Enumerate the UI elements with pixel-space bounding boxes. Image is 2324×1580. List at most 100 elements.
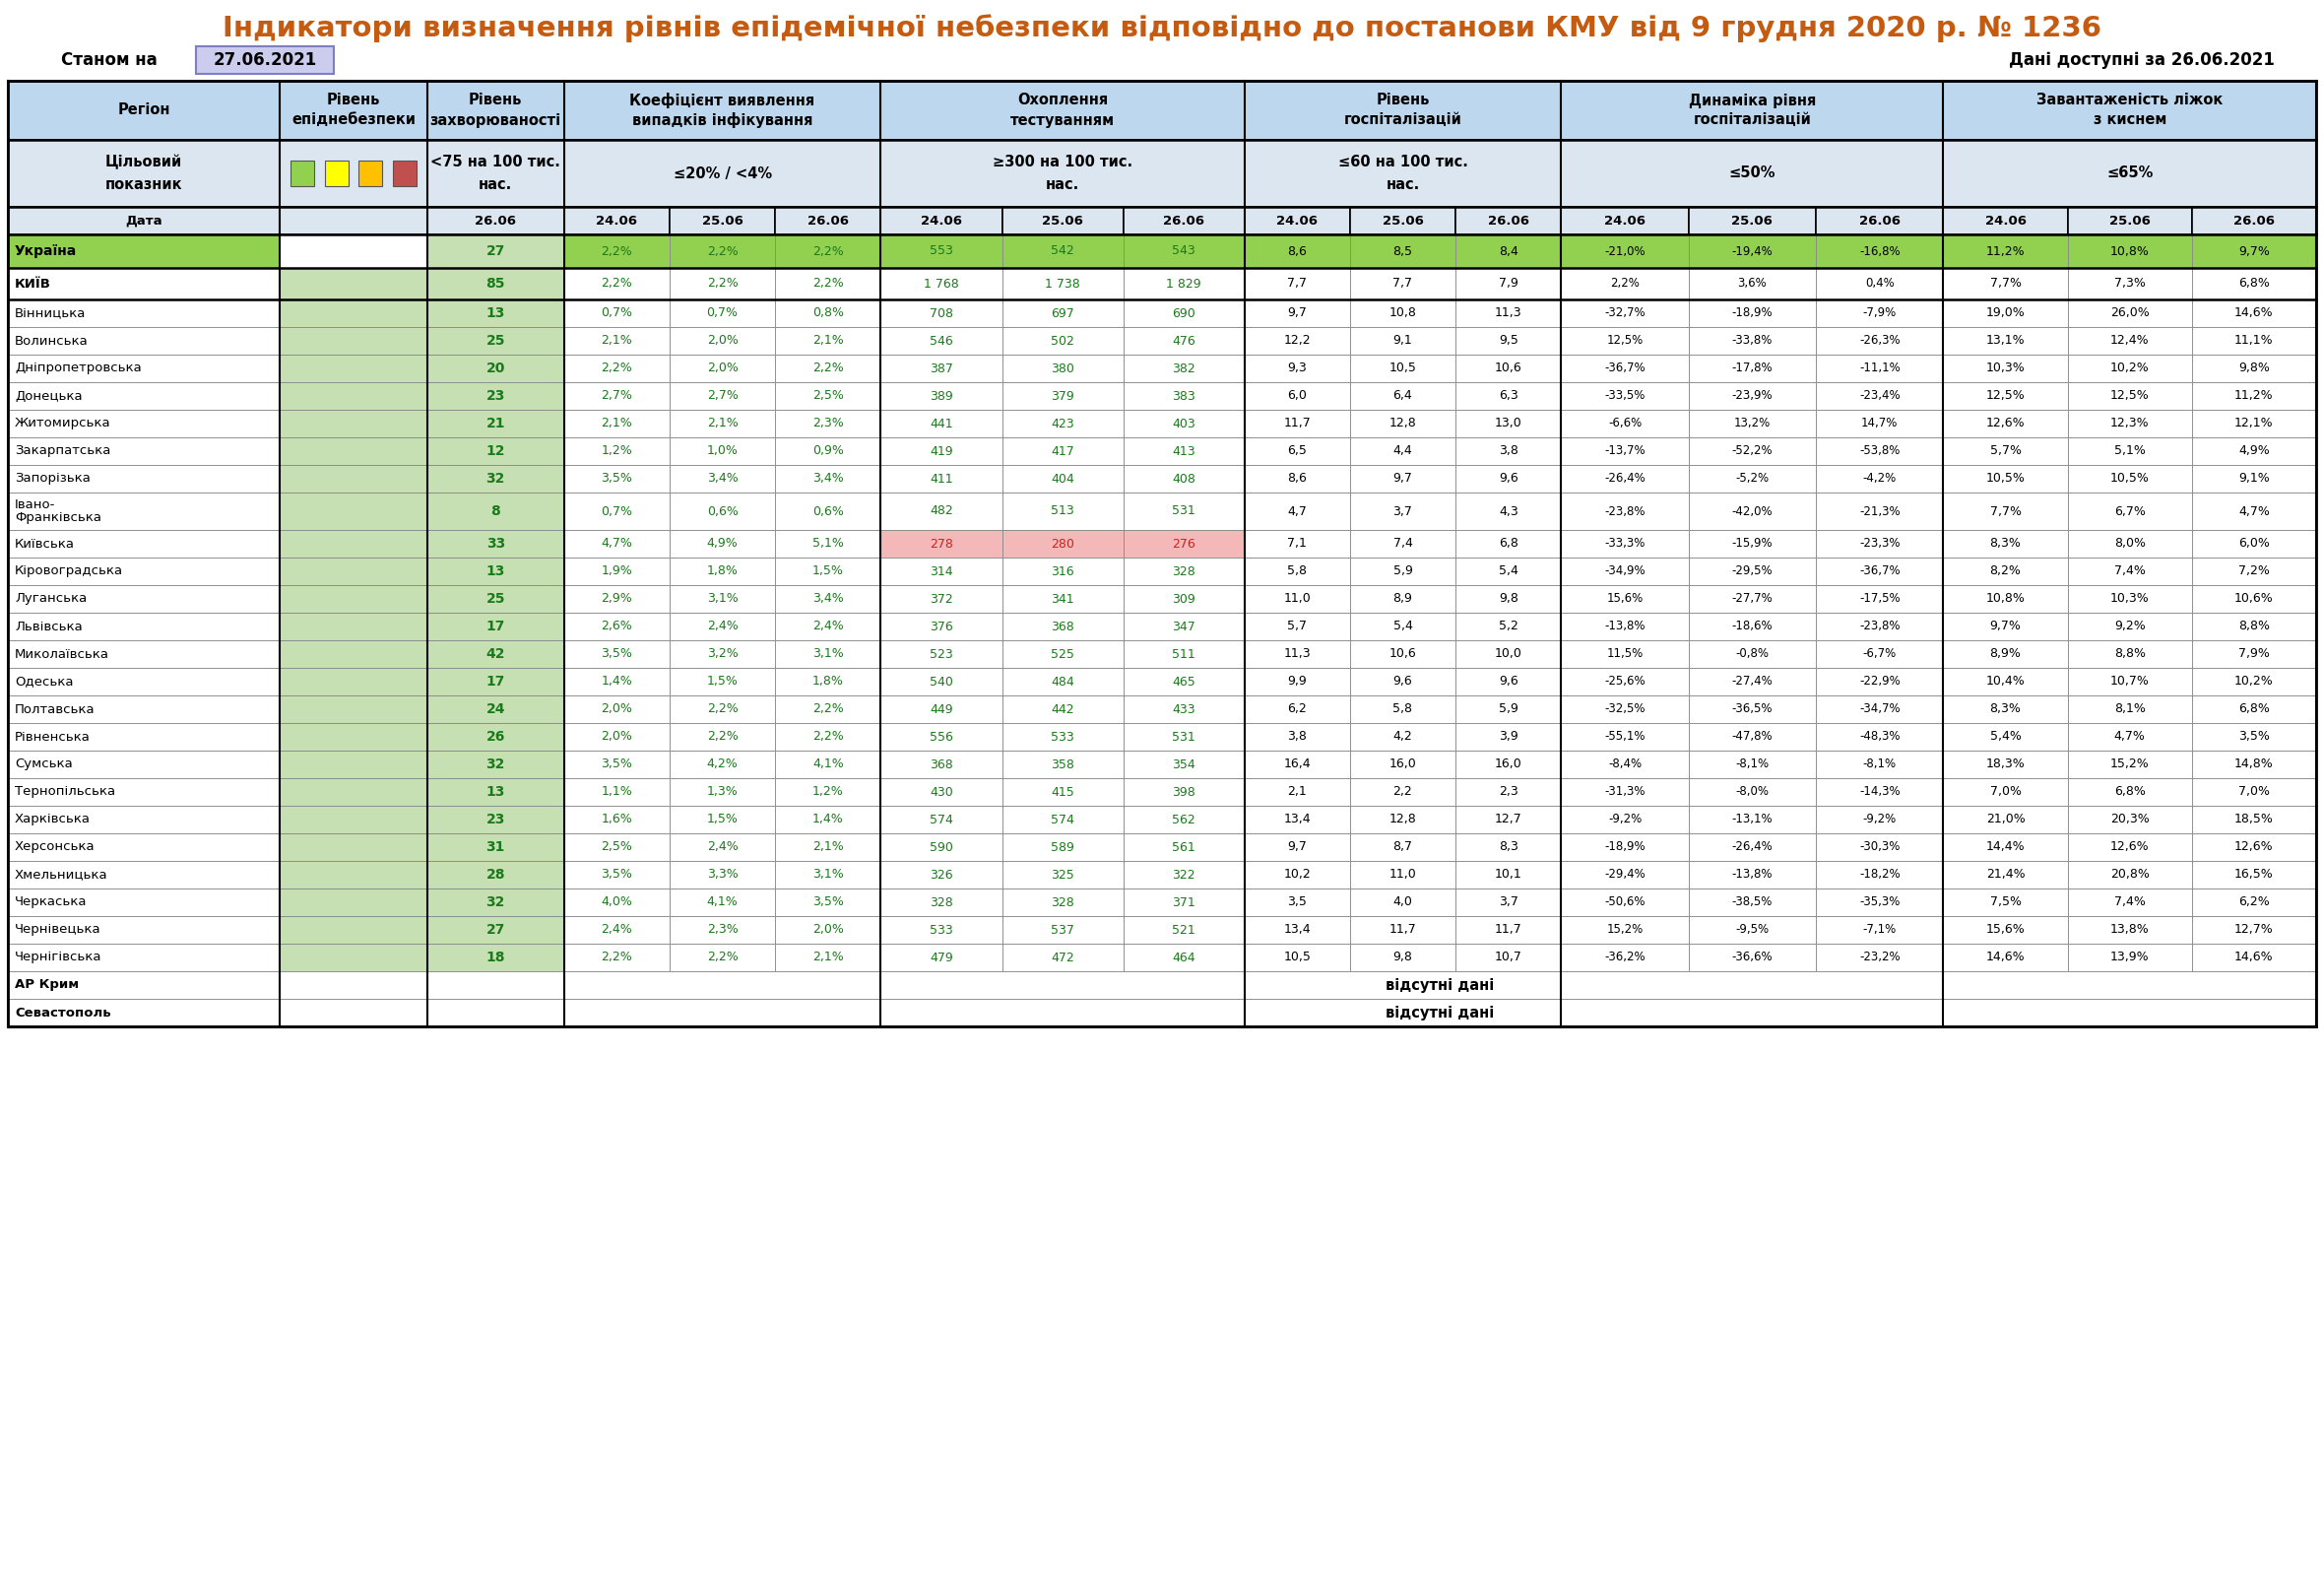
Bar — [428, 141, 565, 207]
Text: Завантаженість ліжок: Завантаженість ліжок — [2036, 93, 2222, 107]
Text: 3,3%: 3,3% — [706, 869, 739, 882]
Bar — [1455, 724, 1562, 750]
Bar — [279, 943, 428, 972]
Bar — [565, 888, 669, 916]
Bar — [881, 409, 1002, 438]
Bar — [565, 779, 669, 806]
Bar — [669, 300, 776, 327]
Bar — [1350, 695, 1455, 724]
Text: 708: 708 — [930, 307, 953, 319]
Text: 531: 531 — [1171, 730, 1195, 743]
Bar — [1562, 382, 1690, 409]
Text: 25: 25 — [486, 333, 504, 348]
Text: 25: 25 — [486, 592, 504, 605]
Bar — [1690, 888, 1815, 916]
Bar — [1122, 806, 1243, 833]
Text: -36,2%: -36,2% — [1604, 951, 1645, 964]
Bar — [1350, 833, 1455, 861]
Text: 17: 17 — [486, 619, 504, 634]
Text: 574: 574 — [930, 814, 953, 826]
Bar — [2192, 354, 2317, 382]
Text: -13,8%: -13,8% — [1604, 619, 1645, 634]
Bar — [669, 465, 776, 493]
Bar — [1455, 861, 1562, 888]
Bar — [1243, 779, 1350, 806]
Text: 10,7: 10,7 — [1494, 951, 1522, 964]
Text: 14,4%: 14,4% — [1987, 841, 2024, 853]
Text: 12,5%: 12,5% — [1606, 335, 1643, 348]
Bar — [279, 300, 428, 327]
Bar — [1690, 529, 1815, 558]
Text: 4,7: 4,7 — [1287, 506, 1306, 518]
Text: 6,0%: 6,0% — [2238, 537, 2271, 550]
Text: 0,7%: 0,7% — [706, 307, 739, 319]
Bar — [7, 916, 279, 943]
Text: 18,5%: 18,5% — [2233, 814, 2273, 826]
Bar — [1690, 668, 1815, 695]
Text: 4,2%: 4,2% — [706, 758, 739, 771]
Bar — [1943, 585, 2068, 613]
Text: 8,3: 8,3 — [1499, 841, 1518, 853]
Bar — [1943, 779, 2068, 806]
Bar — [2068, 493, 2192, 529]
Text: 430: 430 — [930, 785, 953, 798]
Bar — [428, 558, 565, 585]
Text: 546: 546 — [930, 335, 953, 348]
Text: 1,4%: 1,4% — [602, 675, 632, 687]
Bar — [1815, 300, 1943, 327]
Bar — [1002, 916, 1122, 943]
Bar — [7, 269, 279, 300]
Text: АР Крим: АР Крим — [14, 978, 79, 991]
Text: 13,9%: 13,9% — [2110, 951, 2150, 964]
Bar — [1943, 916, 2068, 943]
Text: нас.: нас. — [479, 177, 514, 191]
Bar — [1562, 465, 1690, 493]
Text: госпіталізацій: госпіталізацій — [1694, 112, 1810, 128]
Text: 379: 379 — [1050, 390, 1074, 403]
Text: Черкаська: Черкаська — [14, 896, 88, 908]
Bar — [565, 999, 2317, 1027]
Bar — [669, 916, 776, 943]
Bar — [776, 888, 881, 916]
Bar — [428, 999, 565, 1027]
Text: 4,0: 4,0 — [1392, 896, 1413, 908]
Bar — [881, 234, 1002, 269]
Bar — [881, 327, 1002, 354]
Bar — [428, 438, 565, 465]
Bar — [881, 529, 1002, 558]
Text: -53,8%: -53,8% — [1859, 444, 1901, 458]
Text: 562: 562 — [1171, 814, 1195, 826]
Bar — [428, 585, 565, 613]
Bar — [1943, 724, 2068, 750]
Text: 13: 13 — [486, 785, 504, 799]
Text: 9,6: 9,6 — [1499, 472, 1518, 485]
Bar — [2068, 943, 2192, 972]
Bar — [7, 529, 279, 558]
Bar — [2068, 585, 2192, 613]
Bar — [1243, 354, 1350, 382]
Bar — [1943, 234, 2068, 269]
Text: 2,0%: 2,0% — [602, 730, 632, 743]
Bar — [1690, 585, 1815, 613]
Text: 9,7: 9,7 — [1392, 472, 1413, 485]
Bar — [1002, 438, 1122, 465]
Text: 9,1%: 9,1% — [2238, 472, 2271, 485]
Text: Чернігівська: Чернігівська — [14, 951, 102, 964]
Text: з киснем: з киснем — [2094, 112, 2166, 128]
Text: 0,8%: 0,8% — [813, 307, 844, 319]
Bar — [1815, 558, 1943, 585]
Bar — [1815, 833, 1943, 861]
Bar — [1243, 861, 1350, 888]
Text: 3,5%: 3,5% — [602, 869, 632, 882]
Bar — [881, 438, 1002, 465]
Bar — [2068, 269, 2192, 300]
Text: 16,0: 16,0 — [1494, 758, 1522, 771]
Bar — [1243, 640, 1350, 668]
Bar — [428, 806, 565, 833]
Text: -29,5%: -29,5% — [1731, 566, 1773, 578]
Bar — [669, 409, 776, 438]
Text: -31,3%: -31,3% — [1604, 785, 1645, 798]
Bar — [1562, 695, 1690, 724]
Text: -33,3%: -33,3% — [1604, 537, 1645, 550]
Text: 371: 371 — [1171, 896, 1195, 908]
